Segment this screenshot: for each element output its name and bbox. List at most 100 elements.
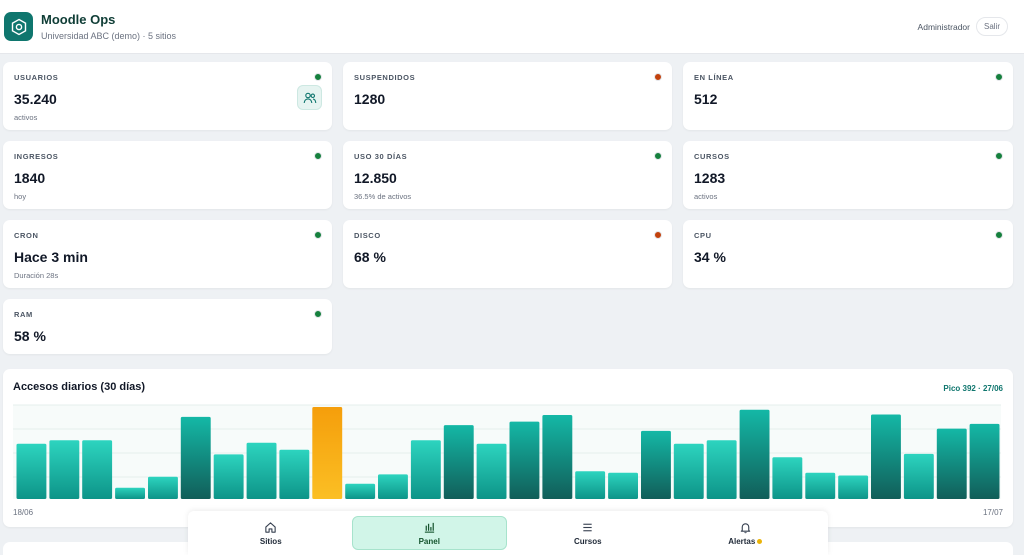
nav-item-sitios[interactable]: Sitios	[194, 516, 348, 550]
status-dot-ok	[995, 73, 1003, 81]
app-header: Moodle Ops Universidad ABC (demo) · 5 si…	[0, 0, 1024, 54]
chart-bar[interactable]	[279, 449, 310, 499]
chart-bar[interactable]	[871, 414, 901, 500]
metric-value: 1280	[354, 91, 386, 107]
metric-card-uso-30-dias: USO 30 DÍAS 12.850 36.5% de activos	[343, 141, 672, 209]
chart-bar[interactable]	[936, 428, 967, 499]
chart-bar[interactable]	[542, 415, 573, 499]
metric-card-ram: RAM 58 %	[3, 299, 332, 354]
bar-chart-icon	[424, 522, 434, 533]
list-icon	[583, 523, 592, 531]
metric-value: 58 %	[14, 328, 46, 344]
metric-label: CURSOS	[694, 152, 730, 161]
chart-bar[interactable]	[16, 443, 47, 499]
status-dot-ok	[314, 73, 322, 81]
bottom-nav: Sitios Panel Cursos Alertas	[188, 511, 828, 555]
metric-label: RAM	[14, 310, 33, 319]
chart-bar[interactable]	[739, 409, 770, 499]
metric-card-en-linea: EN LÍNEA 512	[683, 62, 1013, 130]
chart-bar[interactable]	[575, 471, 606, 499]
app-logo	[4, 12, 33, 41]
status-dot-ok	[995, 152, 1003, 160]
logout-button[interactable]: Salir	[975, 17, 1008, 36]
home-icon	[265, 521, 276, 533]
metric-value: 12.850	[354, 170, 397, 186]
nav-label: Panel	[418, 536, 440, 546]
status-dot-warn	[654, 231, 662, 239]
chart-bar[interactable]	[180, 416, 211, 499]
app-subtitle: Universidad ABC (demo) · 5 sitios	[41, 31, 177, 41]
chart-bar[interactable]	[838, 475, 869, 500]
metric-value: 34 %	[694, 249, 726, 265]
chart-bar[interactable]	[641, 430, 671, 499]
metric-card-cron: CRON Hace 3 min Duración 28s	[3, 220, 332, 288]
metric-label: CRON	[14, 231, 39, 240]
chart-bar[interactable]	[476, 443, 507, 499]
brand-block: Moodle Ops Universidad ABC (demo) · 5 si…	[41, 12, 176, 41]
chart-bar[interactable]	[772, 457, 803, 499]
metric-sub: activos	[694, 192, 718, 201]
hexagon-logo-icon	[11, 18, 26, 35]
metric-value: Hace 3 min	[14, 249, 88, 265]
metric-sub: Duración 28s	[14, 271, 59, 280]
metric-label: CPU	[694, 231, 712, 240]
metric-sub: activos	[14, 113, 38, 122]
chart-bar[interactable]	[148, 476, 178, 499]
nav-label: Alertas	[728, 536, 756, 546]
metric-label: EN LÍNEA	[694, 73, 734, 82]
app-title: Moodle Ops	[41, 12, 116, 27]
metric-sub: 36.5% de activos	[354, 192, 412, 201]
chart-bar[interactable]	[509, 421, 540, 499]
chart-bar[interactable]	[378, 474, 408, 499]
users-icon[interactable]	[297, 85, 322, 110]
bell-icon	[740, 522, 750, 533]
chart-bar[interactable]	[410, 440, 441, 499]
chart-bar[interactable]	[443, 425, 474, 499]
chart-peak-label: Pico 392 · 27/06	[943, 384, 1003, 393]
users-icon-svg	[303, 92, 316, 103]
metric-label: USUARIOS	[14, 73, 59, 82]
metric-card-cpu: CPU 34 %	[683, 220, 1013, 288]
status-dot-ok	[654, 152, 662, 160]
status-dot-ok	[995, 231, 1003, 239]
chart-bar[interactable]	[706, 440, 737, 499]
nav-item-cursos[interactable]: Cursos	[511, 516, 665, 550]
metric-card-suspendidos: SUSPENDIDOS 1280	[343, 62, 672, 130]
daily-access-chart-card: Accesos diarios (30 días) Pico 392 · 27/…	[3, 369, 1013, 527]
chart-bar[interactable]	[49, 440, 80, 499]
metric-card-usuarios: USUARIOS 35.240 activos	[3, 62, 332, 130]
chart-bar-peak[interactable]	[312, 407, 343, 499]
chart-bar[interactable]	[969, 423, 1000, 499]
chart-bar[interactable]	[213, 454, 244, 499]
metric-card-disco: DISCO 68 %	[343, 220, 672, 288]
metric-card-cursos: CURSOS 1283 activos	[683, 141, 1013, 209]
chart-bar[interactable]	[115, 487, 145, 499]
x-axis-end-label: 17/07	[982, 508, 1003, 517]
status-dot-warn	[654, 73, 662, 81]
status-dot-ok	[314, 152, 322, 160]
nav-label: Cursos	[573, 536, 602, 546]
nav-label-wrap: Alertas	[728, 536, 763, 546]
header-user-area: Administrador Salir	[918, 17, 1008, 36]
metric-card-ingresos: INGRESOS 1840 hoy	[3, 141, 332, 209]
metric-label: INGRESOS	[14, 152, 59, 161]
chart-bar[interactable]	[608, 472, 638, 499]
alert-indicator-dot	[757, 538, 763, 544]
chart-bar[interactable]	[345, 483, 376, 499]
metric-value: 1840	[14, 170, 46, 186]
metric-value: 1283	[694, 170, 726, 186]
metric-value: 35.240	[14, 91, 57, 107]
chart-title: Accesos diarios (30 días)	[13, 381, 146, 393]
metric-label: DISCO	[354, 231, 381, 240]
chart-bar[interactable]	[805, 472, 836, 499]
x-axis-start-label: 18/06	[13, 508, 34, 517]
bar-chart	[13, 404, 1001, 500]
chart-bar[interactable]	[673, 443, 704, 499]
status-dot-ok	[314, 310, 322, 318]
chart-bar[interactable]	[82, 440, 113, 499]
chart-bar[interactable]	[903, 453, 934, 499]
nav-label: Sitios	[259, 536, 282, 546]
chart-bar[interactable]	[246, 442, 277, 499]
nav-item-alertas[interactable]: Alertas	[669, 516, 823, 550]
nav-item-panel[interactable]: Panel	[351, 516, 507, 550]
